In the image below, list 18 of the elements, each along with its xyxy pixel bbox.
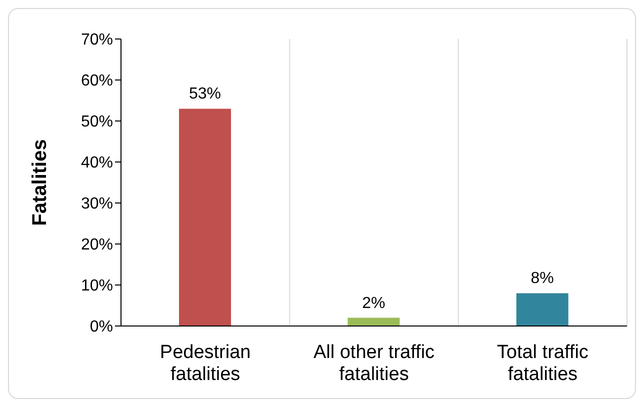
y-tick-label: 60%: [80, 72, 113, 90]
y-axis-title: Fatalities: [29, 139, 52, 226]
data-label: 2%: [362, 294, 386, 312]
x-tick-label: Pedestrian fatalities: [160, 342, 251, 385]
data-label: 8%: [530, 270, 554, 288]
y-tick-label: 40%: [80, 154, 113, 172]
y-tick-label: 50%: [80, 114, 113, 131]
y-tick-label: 10%: [80, 278, 113, 295]
y-tick-label: 20%: [80, 236, 113, 254]
bar: [348, 318, 400, 326]
y-tick-label: 70%: [80, 32, 113, 49]
y-tick-label: 30%: [80, 196, 113, 213]
x-tick-label: All other traffic fatalities: [313, 342, 435, 385]
bar: [516, 293, 568, 326]
bar: [179, 108, 231, 326]
x-tick-label: Total traffic fatalities: [496, 342, 588, 385]
data-label: 53%: [188, 86, 222, 103]
y-tick-label: 0%: [90, 318, 113, 336]
